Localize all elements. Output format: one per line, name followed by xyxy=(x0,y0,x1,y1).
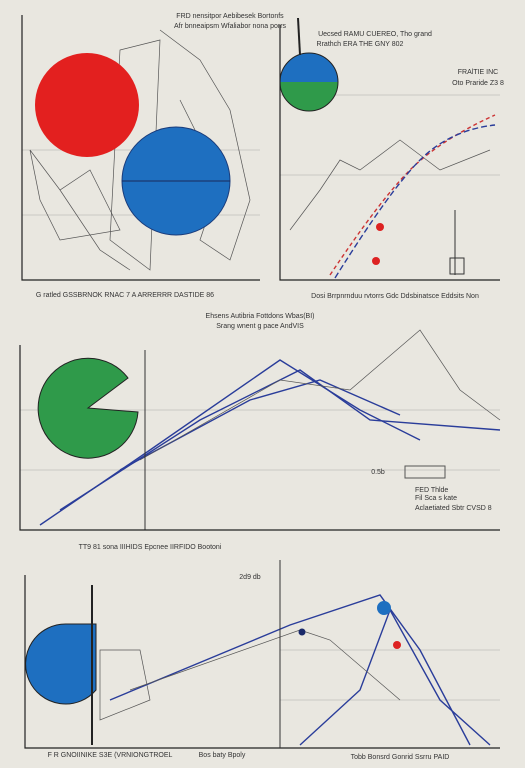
label: Uecsed RAMU CUEREO, Tho grand xyxy=(318,31,432,38)
label: FRAlTIE INC xyxy=(458,69,498,76)
label: Fil Sca s kate xyxy=(415,495,457,502)
label: FRD nensitpor Aebibesek Bortonfs xyxy=(176,13,284,20)
label: Afr bnneaipsm Wfaliabor nona porrs xyxy=(174,23,287,30)
panel-middle xyxy=(19,329,501,531)
caption: Tobb Bonsrd Gonrid Ssrru PAID xyxy=(351,754,450,761)
panel-top-left xyxy=(21,15,260,281)
label: 0.5b xyxy=(371,469,385,476)
panel-bottom xyxy=(24,560,500,749)
label: Rrathch ERA THE GNY 802 xyxy=(317,41,404,48)
panel-top-right xyxy=(279,17,500,281)
caption: TT9 81 sona IIIHIDS Epcnee IIRFIDO Booto… xyxy=(79,544,222,551)
label: Ehsens Autibria Fottdons Wbas(BI) xyxy=(206,313,315,320)
caption: G ratled GSSBRNOK RNAC 7 A ARRERRR DASTI… xyxy=(36,292,214,299)
label: Oto Praride Z3 8 xyxy=(452,80,504,87)
caption: Bos baty Bpoly xyxy=(199,752,246,759)
label: 2d9 db xyxy=(239,574,261,581)
caption: Dosi Brrpnrnduu rvtorrs Gdc Ddsbinatsce … xyxy=(311,293,479,300)
label: FED Thlde xyxy=(415,487,448,494)
caption: F R GNOIINIKE S3E (VRNIONGTROEL xyxy=(48,752,173,759)
label: Srang wnent g pace AndVIS xyxy=(216,323,304,330)
label: Aclaetiated Sbtr CVSD 8 xyxy=(415,505,492,512)
